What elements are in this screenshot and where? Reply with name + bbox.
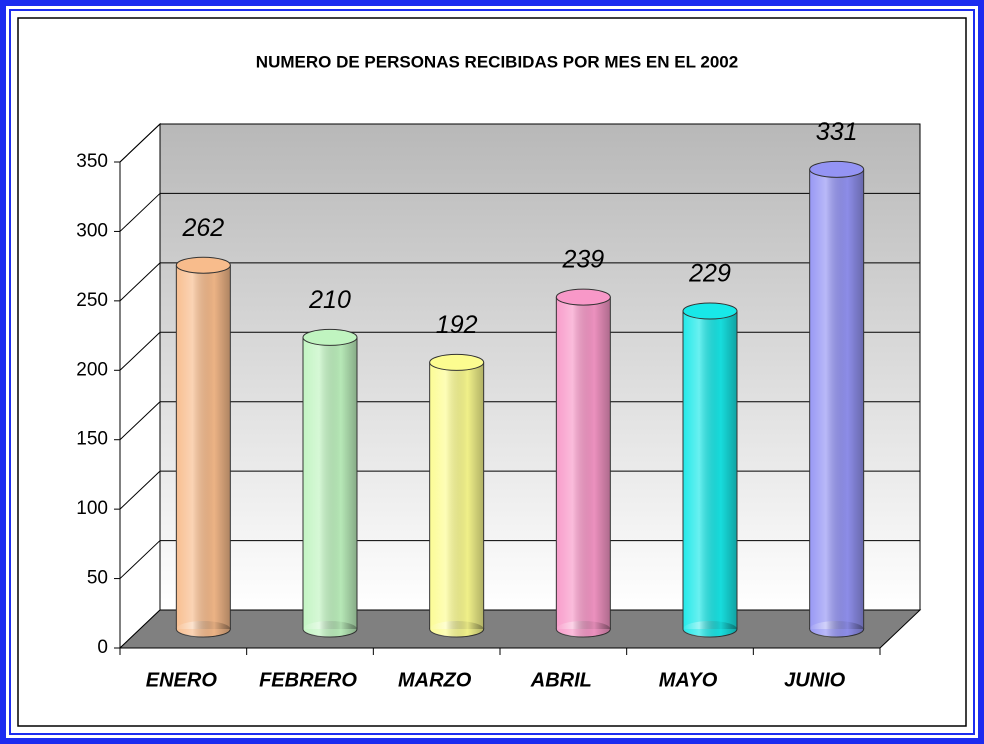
x-tick-label: JUNIO	[784, 669, 846, 691]
cylinder-bottom-shade	[809, 621, 864, 637]
cylinder-bottom-shade	[303, 621, 357, 637]
y-tick-label: 150	[76, 429, 108, 450]
side-grid-line	[119, 193, 161, 232]
cylinder-shade	[683, 311, 737, 629]
cylinder-top	[555, 288, 611, 306]
x-tick-label: ABRIL	[530, 669, 592, 691]
side-grid-line	[119, 401, 161, 441]
cylinder-top	[302, 328, 358, 346]
cylinder-top	[682, 302, 738, 320]
cylinder-bottom-shade	[683, 621, 737, 637]
inner-frame	[9, 9, 975, 735]
back-wall	[159, 123, 921, 611]
side-grid-line	[119, 331, 161, 371]
x-tick-label: MARZO	[398, 669, 472, 691]
x-tick-label: MAYO	[659, 669, 718, 691]
side-grid-line	[119, 123, 161, 163]
cylinder-bottom-shade	[176, 621, 231, 637]
value-label: 210	[308, 286, 351, 314]
chart-title: NUMERO DE PERSONAS RECIBIDAS POR MES EN …	[256, 52, 738, 71]
side-grid-line	[119, 470, 161, 510]
y-tick-label: 300	[76, 220, 108, 241]
y-tick-label: 50	[87, 568, 108, 589]
y-tick-label: 0	[97, 637, 108, 658]
value-label: 331	[816, 118, 858, 146]
cylinder-shade	[303, 337, 357, 629]
cylinder-shade	[809, 169, 864, 629]
cylinder-shade	[176, 265, 231, 629]
cylinder-bottom-shade	[556, 621, 611, 637]
cylinder-bottom-shade	[429, 621, 484, 637]
floor	[118, 609, 922, 649]
plot-area	[118, 122, 922, 650]
x-tick-label: ENERO	[146, 669, 218, 691]
cylinder-top	[809, 160, 865, 178]
cylinder-top	[175, 256, 231, 274]
value-label: 262	[181, 214, 224, 242]
value-label: 229	[688, 260, 731, 288]
x-tick-label: FEBRERO	[259, 669, 357, 691]
y-tick-label: 250	[76, 290, 108, 311]
cylinder-shade	[556, 297, 611, 629]
side-grid-line	[119, 262, 161, 302]
value-label: 239	[561, 246, 604, 274]
y-tick-label: 350	[76, 151, 108, 172]
y-tick-label: 100	[76, 498, 108, 519]
side-grid-line	[119, 540, 161, 579]
value-label: 192	[436, 311, 478, 339]
cylinder-top	[429, 353, 485, 371]
cylinder-shade	[429, 362, 484, 629]
side-wall	[119, 122, 161, 650]
y-tick-label: 200	[76, 359, 108, 380]
